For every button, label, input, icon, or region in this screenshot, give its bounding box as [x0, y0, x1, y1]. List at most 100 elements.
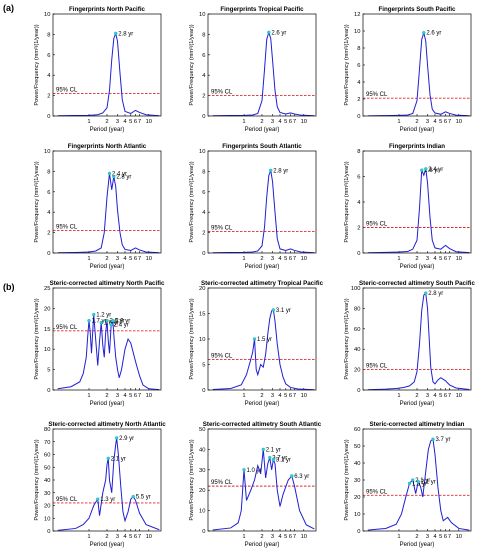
x-tick-label: 3	[116, 393, 119, 399]
chart-panel-7: Steric-corrected altimetry North Pacific…	[34, 280, 165, 407]
x-axis-label: Period (year)	[245, 127, 280, 133]
y-tick-label: 8	[202, 169, 205, 175]
x-tick-label: 6	[444, 119, 447, 125]
spectrum-line	[212, 309, 315, 390]
spectrum-line	[212, 168, 315, 253]
spectrum-line	[57, 31, 160, 116]
x-tick-label: 3	[426, 393, 429, 399]
y-tick-label: 100	[351, 286, 361, 292]
y-tick-label: 80	[44, 427, 50, 433]
y-tick-label: 10	[199, 509, 205, 515]
panel-label-b: (b)	[3, 282, 15, 292]
axes-frame	[52, 428, 162, 532]
spectrum-line	[212, 30, 315, 116]
peak-label: 3.1 yr	[276, 308, 291, 314]
y-tick-label: 40	[199, 447, 205, 453]
x-tick-label: 10	[146, 256, 152, 262]
x-tick-label: 4	[278, 534, 282, 540]
y-tick-label: 60	[354, 427, 360, 433]
peak-marker	[242, 468, 246, 472]
y-tick-label: 0	[357, 388, 360, 394]
x-tick-label: 4	[278, 119, 282, 125]
x-axis-label: Period (year)	[245, 542, 280, 548]
y-tick-label: 10	[44, 347, 50, 353]
y-tick-label: 70	[44, 440, 50, 446]
y-tick-label: 8	[357, 46, 360, 52]
y-axis-label: Power/Frequency (mm²/(1/year))	[344, 161, 350, 242]
y-tick-label: 4	[202, 73, 206, 79]
x-tick-label: 5	[284, 534, 287, 540]
x-tick-label: 5	[129, 393, 132, 399]
y-tick-label: 10	[44, 12, 50, 18]
y-tick-label: 80	[354, 306, 360, 312]
peak-marker	[424, 291, 428, 295]
peak-label: 1.2 yr	[96, 313, 111, 319]
peak-label: 1.5 yr	[412, 481, 427, 487]
x-tick-label: 7	[138, 256, 141, 262]
x-tick-label: 3	[426, 256, 429, 262]
y-tick-label: 8	[202, 32, 205, 38]
x-tick-label: 5	[439, 256, 442, 262]
chart-title: Steric-corrected altimetry North Pacific	[50, 280, 165, 287]
peak-marker	[105, 318, 109, 323]
x-tick-label: 10	[301, 256, 307, 262]
y-tick-label: 20	[44, 306, 50, 312]
y-tick-label: 40	[354, 461, 360, 467]
peak-label: 2.4 yr	[428, 167, 443, 173]
x-tick-label: 7	[448, 119, 451, 125]
peak-label: 3.7 yr	[435, 437, 450, 443]
x-tick-label: 10	[146, 393, 152, 399]
spectrum-line	[57, 437, 160, 531]
x-tick-label: 7	[293, 119, 296, 125]
peak-marker	[411, 478, 415, 482]
y-tick-label: 50	[354, 444, 360, 450]
x-tick-label: 6	[134, 393, 137, 399]
x-tick-label: 3	[426, 119, 429, 125]
peak-marker	[269, 168, 273, 173]
peak-label: 1.7 yr	[92, 319, 107, 325]
y-tick-label: 2	[47, 94, 50, 100]
chart-title: Fingerprints North Pacific	[69, 6, 146, 13]
y-tick-label: 8	[47, 169, 50, 175]
x-tick-label: 2	[260, 256, 263, 262]
peak-marker	[92, 312, 96, 317]
y-tick-label: 30	[44, 491, 50, 497]
peak-label: 2.8 yr	[428, 291, 443, 297]
x-tick-label: 4	[123, 393, 127, 399]
y-axis-label: Power/Frequency (mm²/(1/year))	[34, 24, 40, 105]
y-tick-label: 20	[199, 488, 205, 494]
x-tick-label: 4	[433, 393, 437, 399]
peak-marker	[99, 321, 103, 325]
chart-title: Fingerprints Indian	[389, 143, 445, 150]
y-tick-label: 8	[357, 149, 360, 155]
peak-marker	[109, 323, 113, 327]
y-tick-label: 6	[47, 190, 50, 196]
x-tick-label: 10	[456, 534, 462, 540]
y-tick-label: 0	[202, 114, 205, 120]
x-tick-label: 3	[426, 534, 429, 540]
x-tick-label: 1	[397, 393, 400, 399]
x-tick-label: 1	[87, 534, 90, 540]
y-tick-label: 40	[44, 478, 50, 484]
x-axis-label: Period (year)	[90, 401, 125, 407]
peak-label: 2.1 yr	[266, 447, 281, 453]
x-tick-label: 4	[123, 119, 127, 125]
confidence-label: 95% CL	[56, 88, 78, 94]
x-tick-label: 3	[116, 534, 119, 540]
y-tick-label: 10	[44, 149, 50, 155]
y-tick-label: 10	[199, 149, 205, 155]
y-tick-label: 4	[202, 210, 206, 216]
confidence-label: 95% CL	[56, 225, 78, 231]
x-tick-label: 4	[123, 534, 127, 540]
chart-panel-10: Steric-corrected altimetry North Atlanti…	[34, 421, 166, 548]
y-axis-label: Power/Frequency (mm²/(1/year))	[344, 439, 350, 520]
x-tick-label: 6	[289, 534, 292, 540]
x-tick-label: 7	[293, 393, 296, 399]
axes-frame	[362, 150, 472, 254]
peak-label: 5.5 yr	[136, 495, 151, 501]
x-tick-label: 6	[289, 393, 292, 399]
y-axis-label: Power/Frequency (mm²/(1/year))	[34, 298, 40, 379]
x-tick-label: 1	[397, 534, 400, 540]
